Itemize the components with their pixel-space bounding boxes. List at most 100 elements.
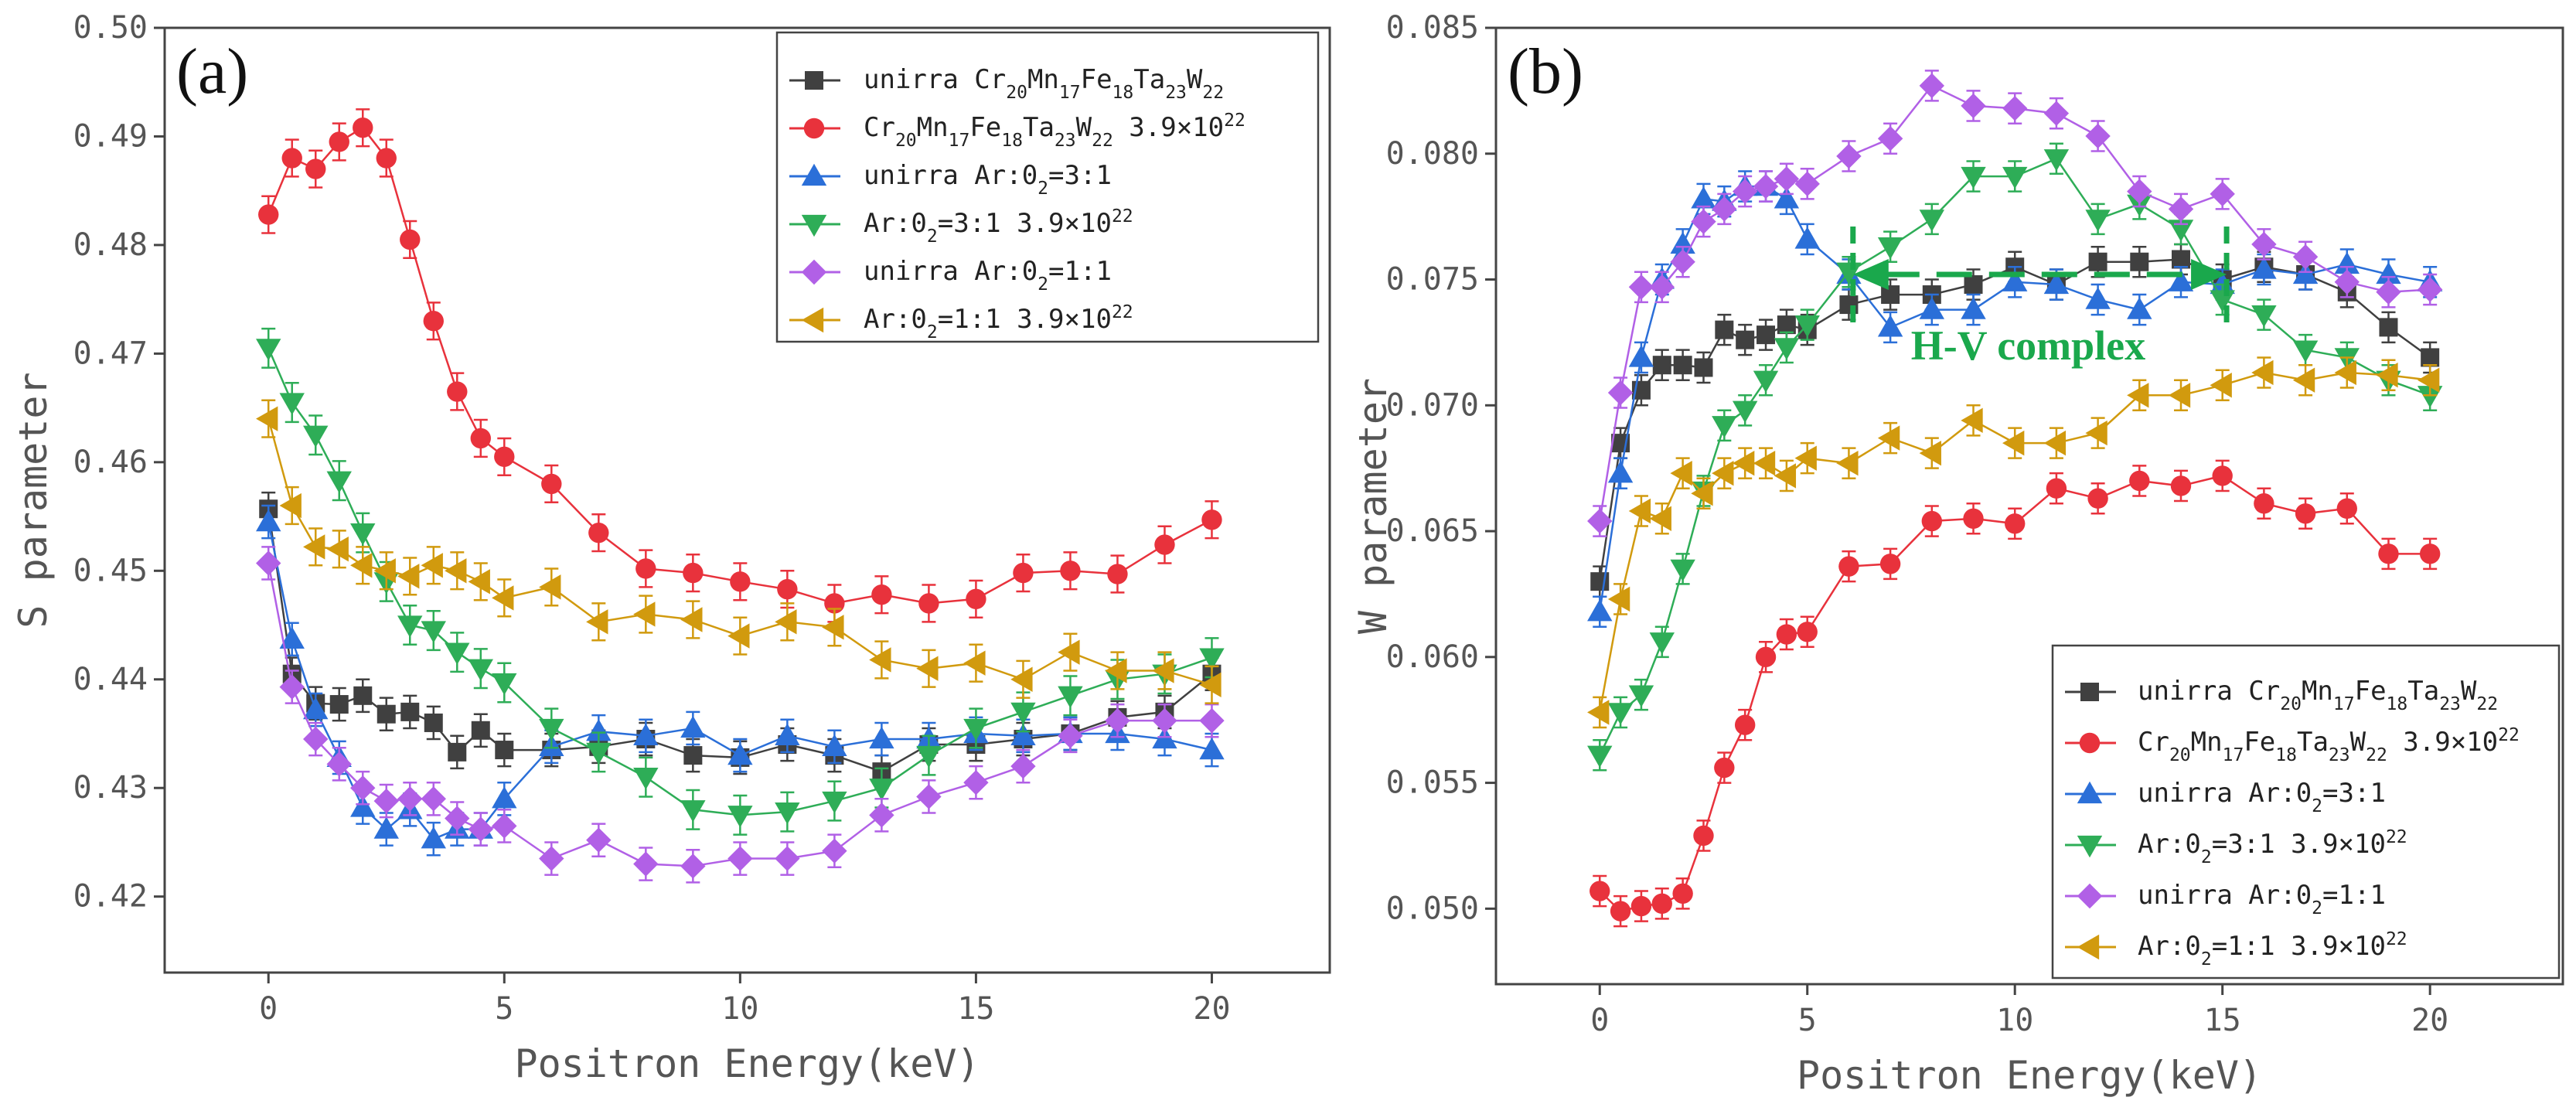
panel-b-legend-label-part: =3:1	[2212, 829, 2275, 860]
panel-b-data-point	[1590, 881, 1610, 901]
panel-b-data-point	[2129, 470, 2150, 492]
panel-b-data-point	[2043, 430, 2067, 456]
panel-a-legend-label-part: W	[1076, 112, 1092, 143]
panel-a-data-point	[1010, 702, 1036, 725]
panel-a-legend-label-part: Cr	[864, 112, 895, 143]
panel-b-data-point	[1590, 572, 1610, 591]
panel-a-data-point	[445, 806, 470, 831]
panel-a-legend-label-part: =3:1	[938, 208, 1001, 239]
panel-a-data-point	[350, 523, 376, 546]
panel-b-data-point	[2419, 543, 2441, 564]
panel-b-data-point	[1672, 883, 1693, 905]
panel-b-data-point	[1628, 685, 1654, 707]
panel-a-data-point	[329, 695, 349, 714]
panel-a-data-point	[279, 492, 302, 519]
panel-a-legend-label-part: Ar:0	[864, 208, 927, 239]
panel-b-data-point	[1774, 463, 1797, 489]
panel-b-legend-label-part: =1:1	[2212, 931, 2275, 962]
panel-a-legend-label-part: 3.9×10	[1001, 304, 1112, 335]
panel-b-legend-label: Ar:02=3:1 3.9×1022	[2138, 827, 2407, 867]
panel-b-data-point	[1691, 186, 1716, 209]
panel-b-legend-label-part: W	[2350, 727, 2366, 758]
panel-b-data-point	[1649, 506, 1671, 531]
panel-a-data-point	[777, 578, 798, 600]
panel-b-legend-label: unirra Cr20Mn17Fe18Ta23W22	[2138, 676, 2498, 714]
panel-a-legend-label-part: 2	[927, 227, 938, 247]
panel-a-data-point	[1105, 707, 1130, 734]
panel-b-panel-label: (b)	[1508, 36, 1583, 107]
panel-a-ytick-label: 0.47	[73, 336, 148, 371]
panel-b-data-point	[1921, 510, 1943, 532]
panel-b-ytick-label: 0.055	[1386, 765, 1479, 801]
panel-b-data-point	[2130, 252, 2149, 271]
panel-b-xtick-label: 20	[2411, 1003, 2448, 1038]
panel-b-data-point	[2336, 498, 2357, 519]
panel-b-ytick-label: 0.065	[1386, 513, 1479, 549]
panel-b-data-point	[1836, 143, 1862, 169]
panel-a-data-point	[963, 650, 986, 676]
panel-b-data-point	[2251, 231, 2277, 257]
panel-a-legend-label-part: unirra Ar:0	[864, 256, 1038, 287]
panel-a-legend-label-part: 17	[1059, 83, 1081, 103]
panel-b-data-point	[2421, 348, 2440, 367]
panel-a-data-point	[680, 607, 703, 632]
panel-b-data-point	[1652, 356, 1671, 375]
panel-a-data-point	[447, 381, 468, 402]
panel-b-data-point	[2043, 101, 2070, 126]
panel-b-series-unirra-ar11	[1587, 70, 2443, 537]
panel-a-data-point	[421, 621, 446, 643]
panel-a-legend-label-part: 22	[1112, 302, 1133, 322]
panel-a-data-point	[400, 229, 421, 250]
panel-b-xtick-label: 5	[1798, 1003, 1817, 1038]
panel-a-data-point	[1152, 707, 1177, 734]
panel-a-data-point	[326, 537, 349, 562]
panel-a-data-point	[468, 816, 493, 842]
panel-b-legend-item: Cr20Mn17Fe18Ta23W22 3.9×1022	[2065, 725, 2520, 765]
panel-a-data-point	[448, 742, 467, 762]
panel-b-data-point	[1649, 274, 1675, 300]
panel-a-data-point	[1058, 686, 1083, 709]
panel-b-data-point	[1694, 358, 1713, 377]
panel-b-annotation-text: H-V complex	[1911, 322, 2145, 369]
panel-b-legend-swatch-marker	[2079, 732, 2101, 754]
panel-b-data-point	[1774, 338, 1800, 360]
panel-b-data-point	[1881, 285, 1900, 305]
panel-b-legend-label-part: 23	[2329, 745, 2350, 765]
panel-b-legend-label-part: 18	[2275, 745, 2297, 765]
panel-a-legend-label-part: 23	[1165, 83, 1187, 103]
panel-a-data-point	[541, 473, 562, 495]
panel-a-data-point	[727, 623, 750, 649]
panel-b-data-point	[1670, 559, 1695, 582]
panel-b-series-irr-cmfttw	[1590, 459, 2441, 928]
panel-b-data-point	[1693, 825, 1714, 847]
panel-a-xtick-label: 10	[721, 991, 758, 1027]
panel-a-data-point	[680, 715, 706, 738]
panel-b-legend-label-part: 3.9×10	[2275, 931, 2386, 962]
panel-b-legend-label-part: 17	[2223, 745, 2244, 765]
panel-b-legend-label-part: 20	[2280, 694, 2302, 714]
panel-b-legend-item: unirra Ar:02=3:1	[2065, 778, 2386, 816]
panel-b-data-point	[1877, 315, 1903, 337]
panel-b-legend-label: unirra Ar:02=1:1	[2138, 880, 2386, 918]
panel-b-annotation-arrow-left	[1852, 259, 1889, 291]
panel-b-data-point	[2168, 196, 2194, 222]
panel-a-data-point	[373, 558, 396, 584]
panel-b-legend-label-part: 22	[2386, 929, 2407, 949]
panel-a-data-point	[279, 393, 305, 415]
panel-a-data-point	[350, 775, 376, 801]
panel-a-legend-label-part: W	[1187, 64, 1203, 95]
panel-a-data-point	[1010, 723, 1036, 745]
panel-b-legend-swatch-marker	[2077, 883, 2103, 909]
panel-a-data-point	[421, 786, 446, 812]
panel-a-data-point	[353, 118, 373, 138]
panel-b-data-point	[1794, 227, 1820, 249]
panel-b-data-point	[1877, 126, 1903, 152]
panel-a-data-point	[303, 726, 329, 752]
panel-b-data-point	[1961, 93, 1986, 119]
panel-a-legend-label-part: Ta	[1133, 64, 1165, 95]
panel-a-legend-label-part: 23	[1055, 131, 1076, 151]
panel-a-legend-label: unirra Cr20Mn17Fe18Ta23W22	[864, 64, 1224, 103]
panel-b-data-point	[2212, 465, 2233, 486]
panel-b-annotation-arrow-right	[2191, 259, 2227, 291]
panel-b-data-point	[1610, 901, 1631, 922]
